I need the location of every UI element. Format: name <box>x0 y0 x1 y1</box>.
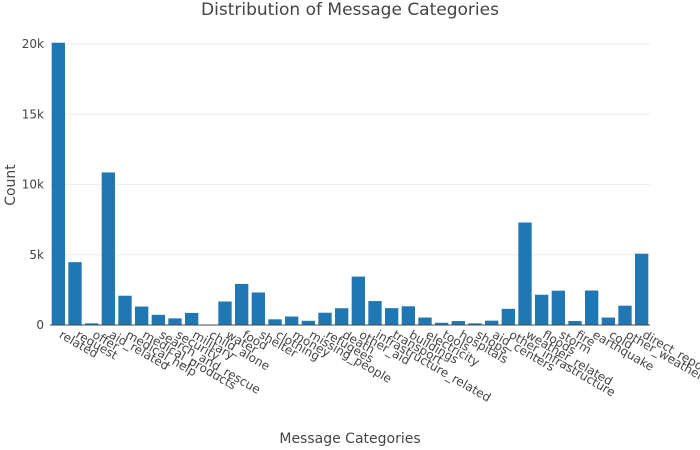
y-tick-label: 15k <box>22 107 44 121</box>
bar-refugees[interactable] <box>318 312 332 325</box>
bar-electricity[interactable] <box>418 317 432 325</box>
bar-medical-help[interactable] <box>118 295 132 325</box>
bar-other-infrastructure[interactable] <box>501 308 515 325</box>
bar-floods[interactable] <box>535 294 549 325</box>
bar-military[interactable] <box>185 312 199 325</box>
bar-fire[interactable] <box>568 321 582 325</box>
bar-infrastructure-related[interactable] <box>368 301 382 325</box>
bar-money[interactable] <box>285 316 299 325</box>
bar-aid-related[interactable] <box>101 172 115 325</box>
y-axis-ticks: 0 5k 10k 15k 20k <box>22 37 44 332</box>
bar-shops[interactable] <box>468 323 482 325</box>
bar-aid-centers[interactable] <box>485 320 499 325</box>
bar-search-and-rescue[interactable] <box>151 314 165 325</box>
bar-related[interactable] <box>51 42 65 325</box>
bar-security[interactable] <box>168 318 182 325</box>
bar-request[interactable] <box>68 262 82 325</box>
bar-cold[interactable] <box>601 317 615 325</box>
bar-water[interactable] <box>218 301 232 325</box>
chart-title: Distribution of Message Categories <box>201 0 499 20</box>
y-tick-label: 20k <box>22 37 44 51</box>
bar-hospitals[interactable] <box>451 321 465 325</box>
bar-weather-related[interactable] <box>518 222 532 325</box>
x-axis-ticks: relatedrequestofferaid_relatedmedical_he… <box>57 327 700 404</box>
bars <box>51 42 649 325</box>
bar-shelter[interactable] <box>251 292 265 325</box>
bar-buildings[interactable] <box>401 306 415 325</box>
gridlines <box>50 43 650 256</box>
bar-other-weather[interactable] <box>618 305 632 325</box>
bar-tools[interactable] <box>435 322 449 325</box>
y-tick-label: 5k <box>29 248 44 262</box>
bar-earthquake[interactable] <box>585 290 599 325</box>
bar-death[interactable] <box>335 308 349 325</box>
bar-clothing[interactable] <box>268 319 282 325</box>
x-axis-title: Message Categories <box>279 431 420 447</box>
bar-transport[interactable] <box>385 308 399 325</box>
bar-medical-products[interactable] <box>135 306 149 325</box>
bar-other-aid[interactable] <box>351 276 365 325</box>
bar-offer[interactable] <box>85 323 99 325</box>
bar-missing-people[interactable] <box>301 320 315 325</box>
bar-food[interactable] <box>235 283 249 325</box>
bar-direct-report[interactable] <box>635 253 649 325</box>
y-tick-label: 0 <box>36 318 44 332</box>
y-axis-title: Count <box>3 164 19 206</box>
bar-storm[interactable] <box>551 290 565 325</box>
y-tick-label: 10k <box>22 178 44 192</box>
